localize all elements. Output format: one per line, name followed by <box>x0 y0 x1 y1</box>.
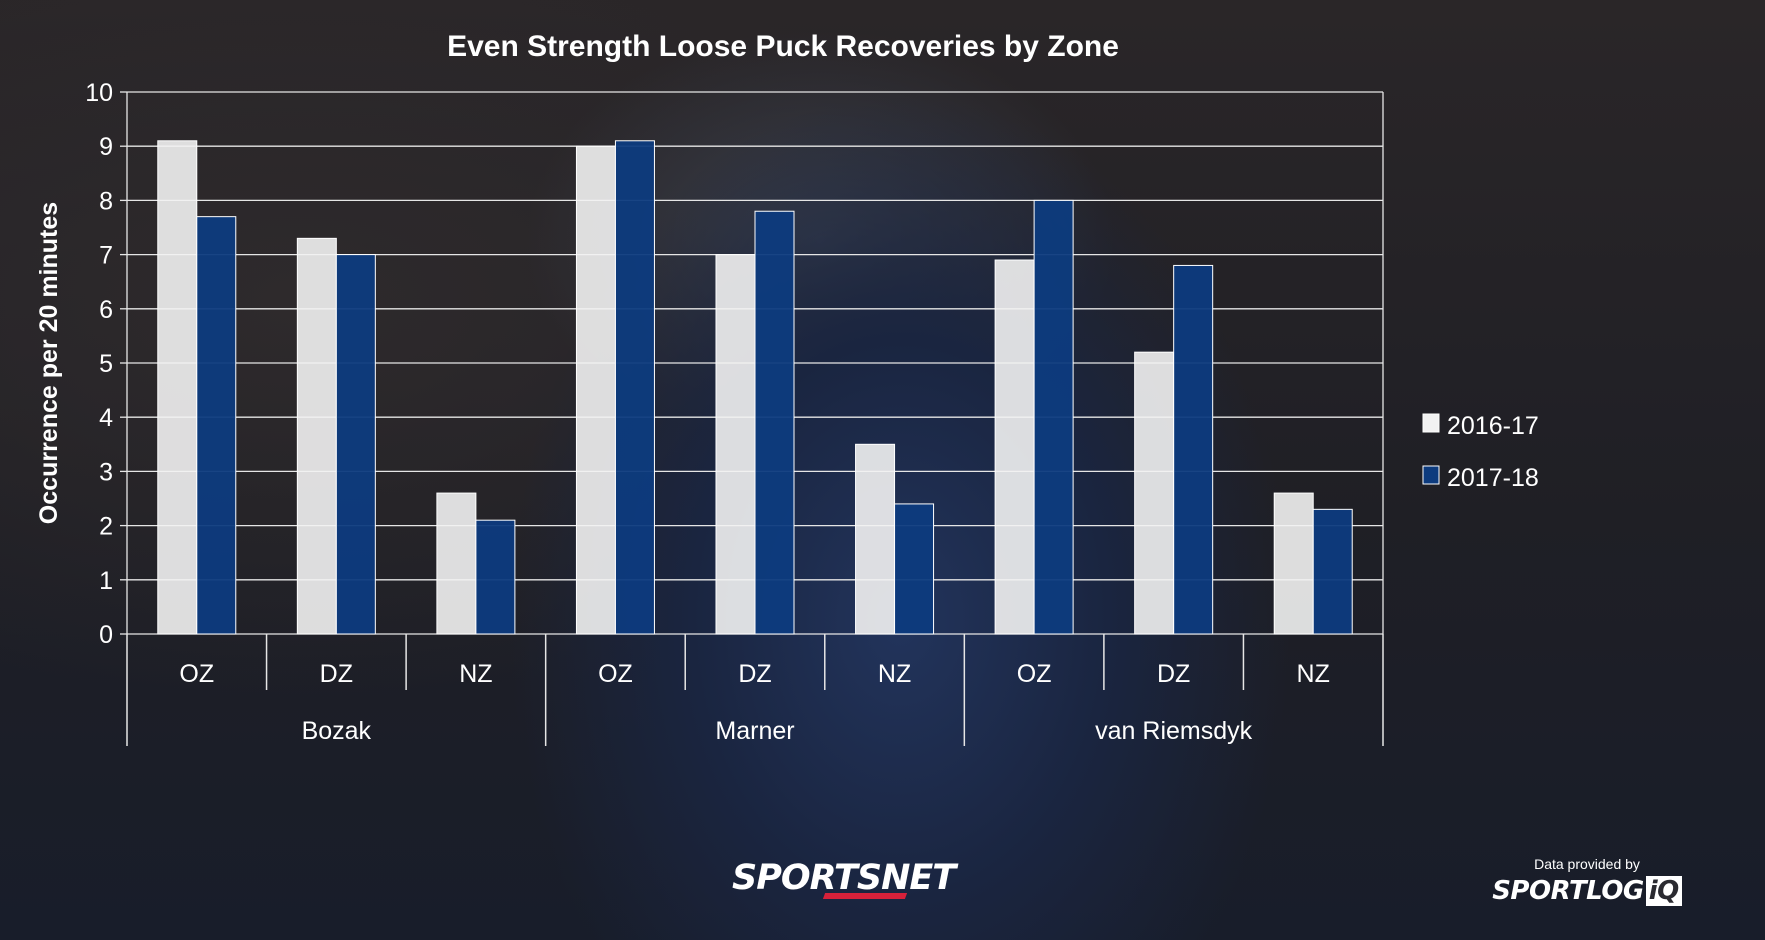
y-tick-label: 7 <box>99 242 113 270</box>
x-tick-label: DZ <box>1157 660 1190 688</box>
bar-2017-18-9 <box>1312 508 1353 635</box>
x-tick-label: NZ <box>1297 660 1330 688</box>
bar-2017-18-7 <box>1033 199 1074 635</box>
y-tick-label: 5 <box>99 350 113 378</box>
bar-2016-17-1 <box>157 140 198 635</box>
bar-2017-18-5 <box>754 210 795 635</box>
bar-2016-17-9 <box>1273 492 1314 635</box>
x-tick-label: OZ <box>179 660 214 688</box>
y-tick-label: 6 <box>99 296 113 324</box>
group-label: Bozak <box>302 717 372 745</box>
x-tick-label: DZ <box>320 660 353 688</box>
credit-text: Data provided by <box>1534 856 1640 872</box>
legend-label: 2017-18 <box>1447 464 1539 492</box>
y-tick-label: 9 <box>99 133 113 161</box>
y-tick-label: 10 <box>85 79 113 107</box>
bar-2016-17-2 <box>296 237 337 635</box>
bar-2016-17-3 <box>436 492 477 635</box>
bar-2017-18-8 <box>1173 264 1214 635</box>
bar-2016-17-8 <box>1134 351 1175 635</box>
y-tick-label: 8 <box>99 187 113 215</box>
y-tick-label: 0 <box>99 621 113 649</box>
sportsnet-logo: SPORTSNET <box>732 858 956 899</box>
legend-label: 2016-17 <box>1447 412 1539 440</box>
x-tick-label: DZ <box>738 660 771 688</box>
bar-2017-18-3 <box>475 519 516 635</box>
bar-2017-18-1 <box>196 216 237 635</box>
x-tick-label: OZ <box>1017 660 1052 688</box>
x-tick-label: NZ <box>878 660 911 688</box>
x-tick-label: OZ <box>598 660 633 688</box>
data-credit: Data provided by SPORTLOG iQ <box>1482 856 1692 906</box>
sportsnet-logo-swoosh <box>822 893 908 899</box>
y-tick-label: 3 <box>99 458 113 486</box>
group-label: van Riemsdyk <box>1095 717 1252 745</box>
bar-2017-18-4 <box>614 140 655 635</box>
y-axis-label: Occurrence per 20 minutes <box>35 202 63 524</box>
bar-2016-17-4 <box>575 145 616 635</box>
legend-swatch-2016-17 <box>1422 413 1440 433</box>
x-tick-label: NZ <box>459 660 492 688</box>
bar-2016-17-6 <box>855 443 896 635</box>
bar-2017-18-6 <box>894 503 935 635</box>
sportlogiq-logo: SPORTLOG iQ <box>1492 876 1682 906</box>
chart-title: Even Strength Loose Puck Recoveries by Z… <box>447 30 1119 63</box>
bar-2016-17-7 <box>994 259 1035 635</box>
bar-2017-18-2 <box>335 254 376 635</box>
y-tick-label: 4 <box>99 404 113 432</box>
bar-2016-17-5 <box>715 254 756 635</box>
group-label: Marner <box>715 717 794 745</box>
y-tick-label: 1 <box>99 567 113 595</box>
legend-swatch-2017-18 <box>1422 465 1440 485</box>
y-tick-label: 2 <box>99 513 113 541</box>
